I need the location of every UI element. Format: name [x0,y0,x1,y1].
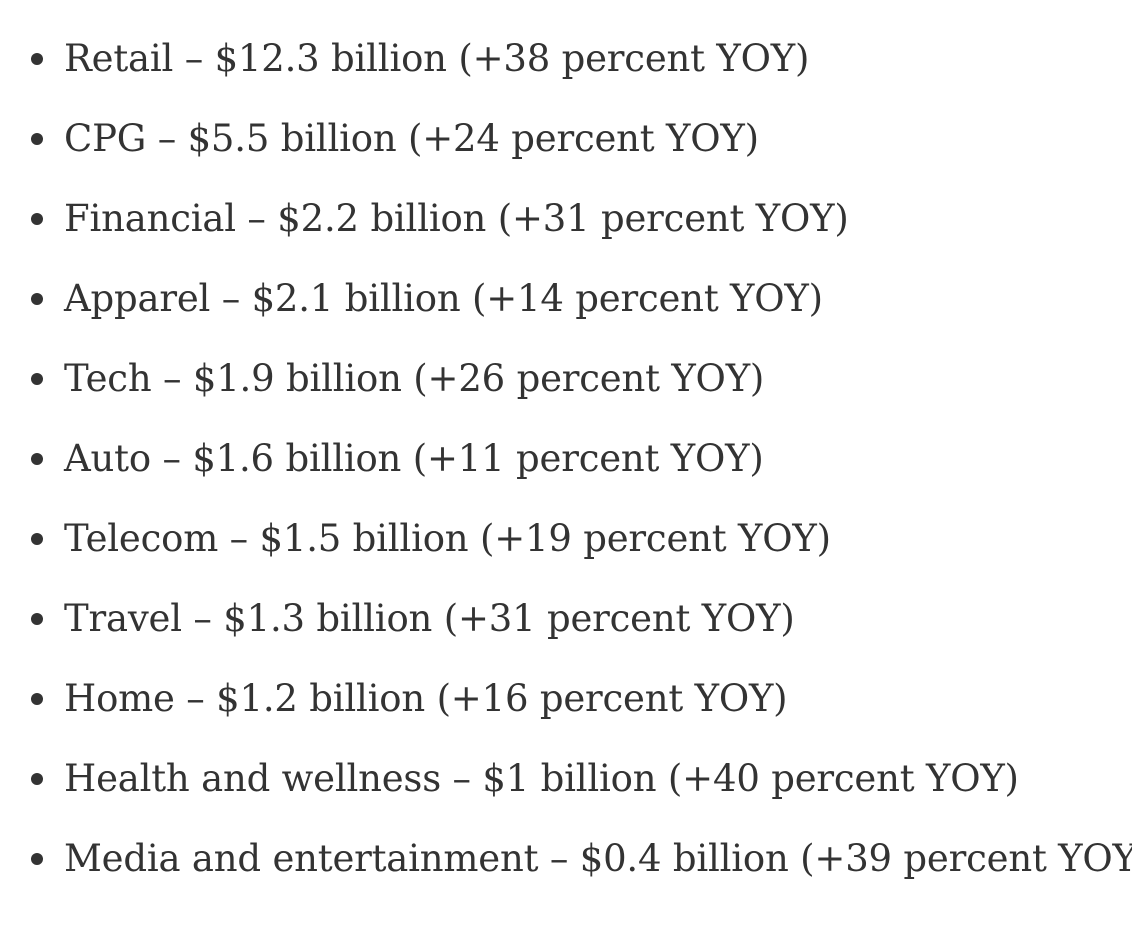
list-item-text: CPG – $5.5 billion (+24 percent YOY) [64,117,759,160]
bullet-dot-icon [31,293,43,305]
list-item-text: Auto – $1.6 billion (+11 percent YOY) [64,437,764,480]
list-item-text: Health and wellness – $1 billion (+40 pe… [64,757,1019,800]
list-item: Travel – $1.3 billion (+31 percent YOY) [0,579,1132,659]
list-item: Retail – $12.3 billion (+38 percent YOY) [0,19,1132,99]
list-item-text: Travel – $1.3 billion (+31 percent YOY) [64,597,795,640]
list-item: Financial – $2.2 billion (+31 percent YO… [0,179,1132,259]
list-item: Auto – $1.6 billion (+11 percent YOY) [0,419,1132,499]
list-item-text: Home – $1.2 billion (+16 percent YOY) [64,677,788,720]
bullet-dot-icon [31,773,43,785]
bullet-dot-icon [31,613,43,625]
bullet-dot-icon [31,453,43,465]
bullet-dot-icon [31,53,43,65]
bullet-dot-icon [31,133,43,145]
list-item-text: Financial – $2.2 billion (+31 percent YO… [64,197,849,240]
list-item-text: Apparel – $2.1 billion (+14 percent YOY) [64,277,823,320]
bullet-dot-icon [31,373,43,385]
bullet-dot-icon [31,533,43,545]
list-item: Home – $1.2 billion (+16 percent YOY) [0,659,1132,739]
bulleted-list: Retail – $12.3 billion (+38 percent YOY)… [0,19,1132,899]
list-item: Telecom – $1.5 billion (+19 percent YOY) [0,499,1132,579]
bullet-dot-icon [31,213,43,225]
list-item-text: Tech – $1.9 billion (+26 percent YOY) [64,357,765,400]
list-item: Tech – $1.9 billion (+26 percent YOY) [0,339,1132,419]
bullet-dot-icon [31,693,43,705]
list-item-text: Telecom – $1.5 billion (+19 percent YOY) [64,517,831,560]
list-item: Health and wellness – $1 billion (+40 pe… [0,739,1132,819]
list-item-text: Media and entertainment – $0.4 billion (… [64,837,1132,880]
list-item: CPG – $5.5 billion (+24 percent YOY) [0,99,1132,179]
list-item: Apparel – $2.1 billion (+14 percent YOY) [0,259,1132,339]
list-item: Media and entertainment – $0.4 billion (… [0,819,1132,899]
list-item-text: Retail – $12.3 billion (+38 percent YOY) [64,37,810,80]
bullet-dot-icon [31,853,43,865]
